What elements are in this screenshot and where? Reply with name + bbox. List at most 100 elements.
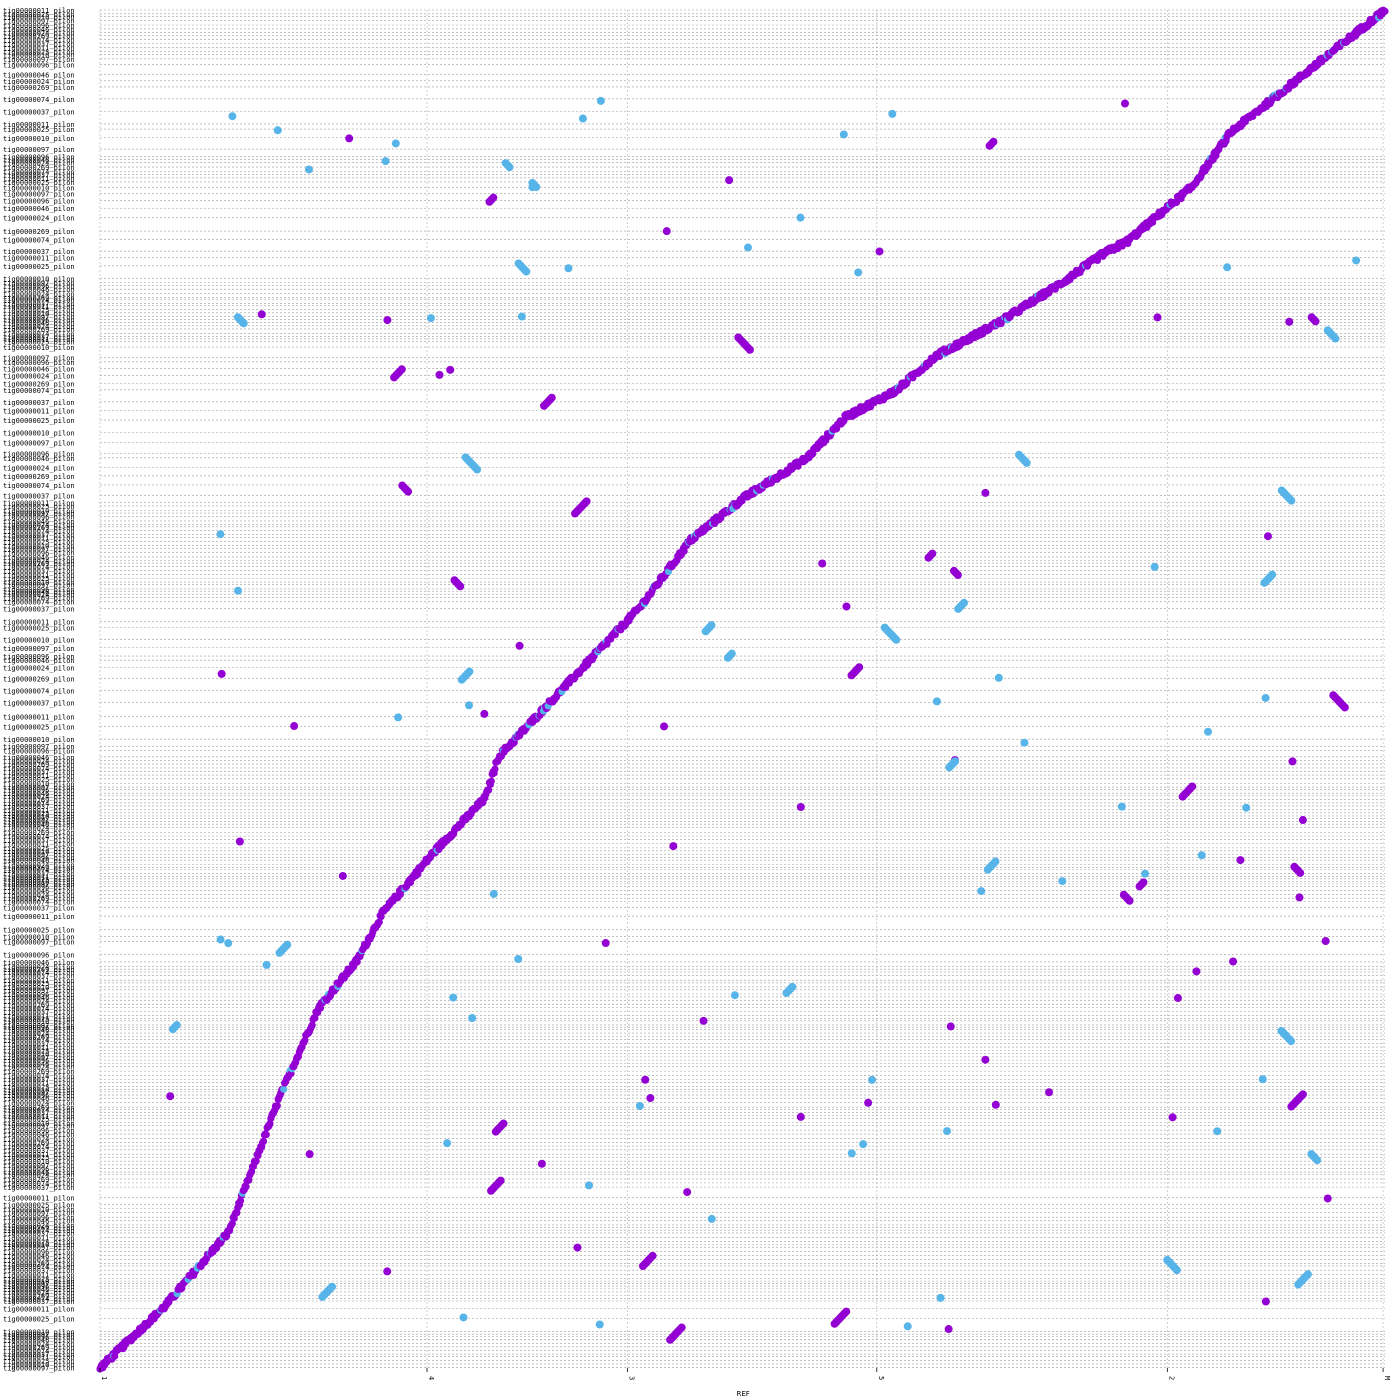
y-tick-label: tig00000269_pilon	[3, 1104, 75, 1112]
y-tick-label: tig00000074_pilon	[3, 969, 75, 977]
y-tick-label: tig00000046_pilon	[3, 1131, 75, 1139]
data-point	[842, 602, 851, 611]
data-point	[991, 857, 1000, 866]
y-tick-label: tig00000074_pilon	[3, 1036, 75, 1044]
x-tick-label: 4	[427, 1376, 435, 1380]
data-point	[683, 1188, 692, 1197]
data-point	[1295, 893, 1304, 902]
y-tick-label: tig00000046_pilon	[3, 366, 75, 374]
data-point	[744, 243, 753, 252]
data-point	[290, 722, 299, 731]
y-tick-label: tig00000096_pilon	[3, 451, 75, 459]
y-tick-label: tig00000010_pilon	[3, 135, 75, 143]
y-tick-label: tig00000024_pilon	[3, 793, 75, 801]
y-tick-label: tig00000010_pilon	[3, 185, 75, 193]
data-point	[1263, 532, 1272, 541]
y-tick-label: tig00000097_pilon	[3, 1162, 75, 1170]
y-tick-label: tig00000010_pilon	[3, 542, 75, 550]
y-tick-label: tig00000097_pilon	[3, 582, 75, 590]
data-point	[854, 268, 863, 277]
y-tick-label: tig00000011_pilon	[3, 336, 75, 344]
data-point	[235, 837, 244, 846]
y-tick-label: tig00000046_pilon	[3, 1095, 75, 1103]
data-point	[727, 649, 736, 658]
data-point	[1117, 802, 1126, 811]
y-tick-label: tig00000074_pilon	[3, 833, 75, 841]
y-tick-label: tig00000025_pilon	[3, 625, 75, 633]
y-tick-label: tig00000011_pilon	[3, 841, 75, 849]
y-tick-label: tig00000037_pilon	[3, 1267, 75, 1275]
data-point	[1268, 570, 1277, 579]
y-tick-label: tig00000074_pilon	[3, 37, 75, 45]
data-point	[1197, 851, 1206, 860]
y-tick-label: tig00000025_pilon	[3, 1084, 75, 1092]
y-tick-label: tig00000011_pilon	[3, 1151, 75, 1159]
data-point	[234, 586, 243, 595]
y-tick-label: tig00000010_pilon	[3, 507, 75, 515]
data-point	[224, 939, 233, 948]
y-tick-label: tig00000037_pilon	[3, 40, 75, 48]
data-point	[547, 393, 556, 402]
x-tick-label: 2	[1167, 1376, 1175, 1380]
data-point	[1261, 1297, 1270, 1306]
data-point	[1287, 496, 1296, 505]
data-point	[707, 1214, 716, 1223]
y-tick-label: tig00000096_pilon	[3, 1057, 75, 1065]
data-point	[595, 1320, 604, 1329]
x-tick-label: 3	[627, 1376, 635, 1380]
data-point	[443, 1139, 452, 1148]
y-tick-label: tig00000025_pilon	[3, 1048, 75, 1056]
data-point	[1331, 334, 1340, 343]
y-tick-label: tig00000074_pilon	[3, 528, 75, 536]
y-tick-label: tig00000037_pilon	[3, 1147, 75, 1155]
y-tick-label: tig00000097_pilon	[3, 355, 75, 363]
data-point	[449, 993, 458, 1002]
y-tick-label: tig00000046_pilon	[3, 1218, 75, 1226]
y-tick-label: tig00000025_pilon	[3, 179, 75, 187]
y-tick-label: tig00000096_pilon	[3, 855, 75, 863]
y-tick-label: tig00000269_pilon	[3, 761, 75, 769]
y-tick-label: tig00000024_pilon	[3, 963, 75, 971]
y-tick-label: tig00000269_pilon	[3, 829, 75, 837]
y-tick-label: tig00000097_pilon	[3, 784, 75, 792]
y-tick-label: tig00000096_pilon	[3, 991, 75, 999]
y-tick-label: tig00000074_pilon	[3, 330, 75, 338]
data-point	[484, 786, 493, 794]
y-tick-label: tig00000011_pilon	[3, 254, 75, 262]
y-tick-label: tig00000269_pilon	[3, 594, 75, 602]
y-tick-label: tig00000025_pilon	[3, 724, 75, 732]
data-point	[262, 1130, 270, 1139]
data-point	[1213, 1127, 1222, 1136]
data-point	[522, 267, 531, 276]
y-tick-label: tig00000037_pilon	[3, 172, 75, 180]
y-tick-label: tig00000074_pilon	[3, 898, 75, 906]
data-point	[394, 713, 403, 722]
y-tick-label: tig00000096_pilon	[3, 514, 75, 522]
data-point	[953, 570, 962, 579]
y-tick-label: tig00000097_pilon	[3, 881, 75, 889]
data-point	[867, 1075, 876, 1084]
data-point	[216, 935, 225, 944]
x-axis-title: REF	[737, 1390, 750, 1398]
y-tick-label: tig00000096_pilon	[3, 1024, 75, 1032]
data-point	[1323, 1194, 1332, 1203]
data-point	[1313, 1156, 1322, 1165]
y-tick-label: tig00000097_pilon	[3, 987, 75, 995]
data-point	[308, 1021, 316, 1029]
y-tick-label: tig00000096_pilon	[3, 787, 75, 795]
data-point	[468, 1014, 477, 1023]
y-tick-label: tig00000011_pilon	[3, 7, 75, 15]
y-tick-label: tig00000096_pilon	[3, 22, 75, 30]
y-tick-label: tig00000025_pilon	[3, 1358, 75, 1366]
y-tick-label: tig00000024_pilon	[3, 1136, 75, 1144]
y-tick-label: tig00000096_pilon	[3, 359, 75, 367]
y-tick-label: tig00000046_pilon	[3, 588, 75, 596]
y-tick-label: tig00000269_pilon	[3, 84, 75, 92]
y-tick-label: tig00000025_pilon	[3, 263, 75, 271]
y-tick-label: tig00000096_pilon	[3, 1166, 75, 1174]
y-tick-label: tig00000046_pilon	[3, 1061, 75, 1069]
y-tick-label: tig00000024_pilon	[3, 214, 75, 222]
y-tick-label: tig00000269_pilon	[3, 675, 75, 683]
y-tick-label: tig00000074_pilon	[3, 800, 75, 808]
data-point	[446, 365, 455, 374]
